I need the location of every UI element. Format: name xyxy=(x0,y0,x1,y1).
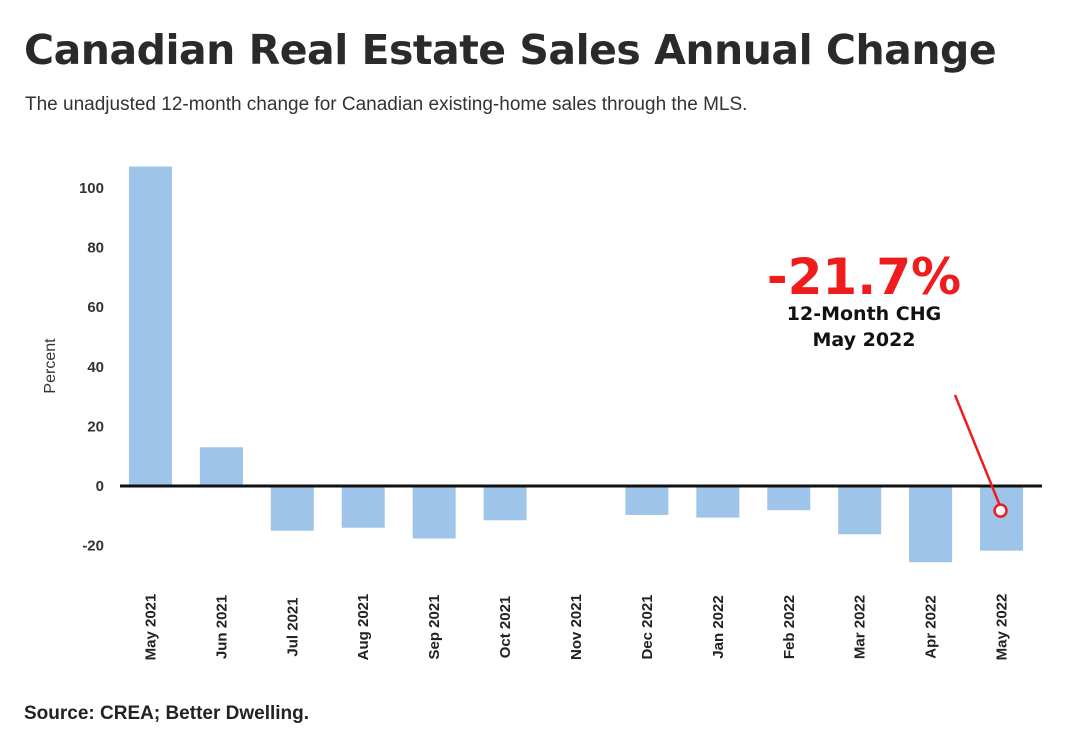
y-tick-label: 0 xyxy=(96,478,104,495)
y-axis-ticks: 100 80 60 40 20 0 -20 xyxy=(79,180,104,555)
y-axis-title: Percent xyxy=(42,338,59,394)
x-tick-label: Nov 2021 xyxy=(568,594,585,660)
bar xyxy=(412,486,456,539)
x-tick-label: Aug 2021 xyxy=(355,594,372,661)
chart-title: Canadian Real Estate Sales Annual Change xyxy=(24,26,997,74)
x-tick-label: May 2022 xyxy=(994,594,1011,661)
bar xyxy=(270,486,314,531)
y-tick-label: 100 xyxy=(79,180,104,197)
x-tick-label: Jan 2022 xyxy=(710,595,727,658)
bar xyxy=(128,166,172,486)
callout-value: -21.7% xyxy=(767,248,961,306)
y-tick-label: 40 xyxy=(87,359,104,376)
x-tick-label: Jun 2021 xyxy=(213,595,230,659)
x-tick-label: Mar 2022 xyxy=(852,595,869,659)
bar xyxy=(696,486,740,518)
bar-chart: 100 80 60 40 20 0 -20 Percent May 2021 Jun 2021… xyxy=(42,166,1042,661)
bar xyxy=(625,486,669,515)
x-tick-label: May 2021 xyxy=(142,594,159,661)
source-note: Source: CREA; Better Dwelling. xyxy=(24,703,310,724)
callout-annotation: -21.7% 12-Month CHG May 2022 xyxy=(767,248,1008,518)
bar xyxy=(767,486,811,511)
callout-marker xyxy=(993,503,1008,518)
y-tick-label: -20 xyxy=(82,538,104,555)
x-tick-label: Jul 2021 xyxy=(284,597,301,656)
bar xyxy=(909,486,953,563)
bars xyxy=(128,166,1024,563)
x-tick-label: Feb 2022 xyxy=(781,595,798,659)
x-tick-label: Dec 2021 xyxy=(639,594,656,659)
bar xyxy=(199,447,243,486)
x-tick-label: Apr 2022 xyxy=(923,595,940,658)
callout-label-line2: May 2022 xyxy=(812,329,915,351)
y-tick-label: 80 xyxy=(87,240,104,257)
bar xyxy=(483,486,527,521)
bar xyxy=(980,486,1024,551)
x-tick-label: Oct 2021 xyxy=(497,596,514,659)
bar xyxy=(838,486,882,535)
x-axis-labels: May 2021 Jun 2021 Jul 2021 Aug 2021 Sep 2021… xyxy=(142,594,1010,661)
callout-pointer-line xyxy=(953,394,1001,506)
chart-subtitle: The unadjusted 12-month change for Canad… xyxy=(25,94,748,115)
bar xyxy=(341,486,385,528)
x-tick-label: Sep 2021 xyxy=(426,594,443,659)
callout-label-line1: 12-Month CHG xyxy=(787,303,941,325)
y-tick-label: 20 xyxy=(87,418,104,435)
y-tick-label: 60 xyxy=(87,299,104,316)
